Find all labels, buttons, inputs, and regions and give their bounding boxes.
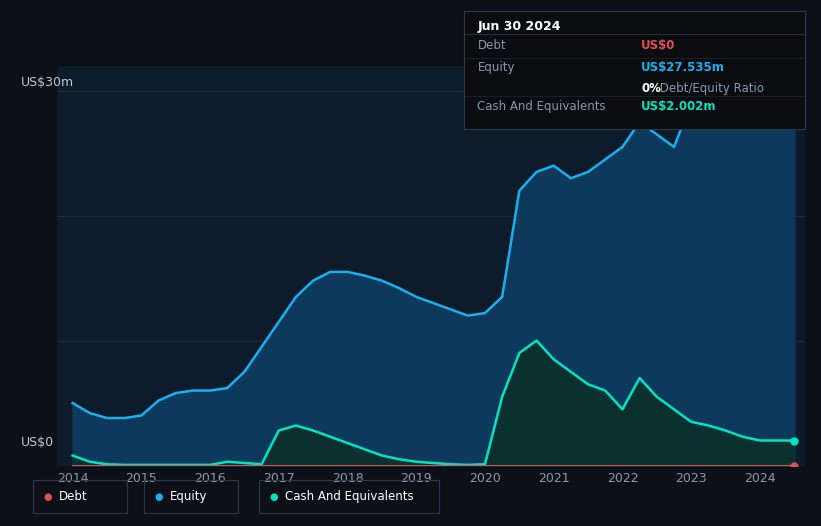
Text: US$0: US$0	[641, 39, 676, 52]
Text: 0%: 0%	[641, 82, 661, 95]
Text: US$0: US$0	[21, 436, 53, 449]
Text: US$2.002m: US$2.002m	[641, 100, 717, 114]
Text: Equity: Equity	[170, 490, 208, 503]
Text: ●: ●	[269, 491, 277, 502]
Text: Debt/Equity Ratio: Debt/Equity Ratio	[656, 82, 764, 95]
Text: Jun 30 2024: Jun 30 2024	[478, 20, 561, 33]
Text: ●: ●	[44, 491, 52, 502]
Text: Cash And Equivalents: Cash And Equivalents	[285, 490, 414, 503]
Text: Equity: Equity	[478, 62, 515, 74]
Text: Debt: Debt	[478, 39, 506, 52]
Text: US$27.535m: US$27.535m	[641, 62, 725, 74]
Text: US$30m: US$30m	[21, 76, 74, 89]
Text: Cash And Equivalents: Cash And Equivalents	[478, 100, 606, 114]
Text: Debt: Debt	[59, 490, 88, 503]
Text: ●: ●	[154, 491, 163, 502]
